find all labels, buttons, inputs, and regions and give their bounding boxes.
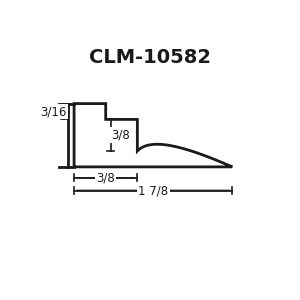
Text: 3/16: 3/16: [40, 105, 67, 118]
Text: 3/8: 3/8: [112, 129, 130, 142]
Text: 3/8: 3/8: [96, 171, 115, 184]
Title: CLM-10582: CLM-10582: [89, 48, 211, 67]
Text: 1 7/8: 1 7/8: [138, 184, 168, 197]
